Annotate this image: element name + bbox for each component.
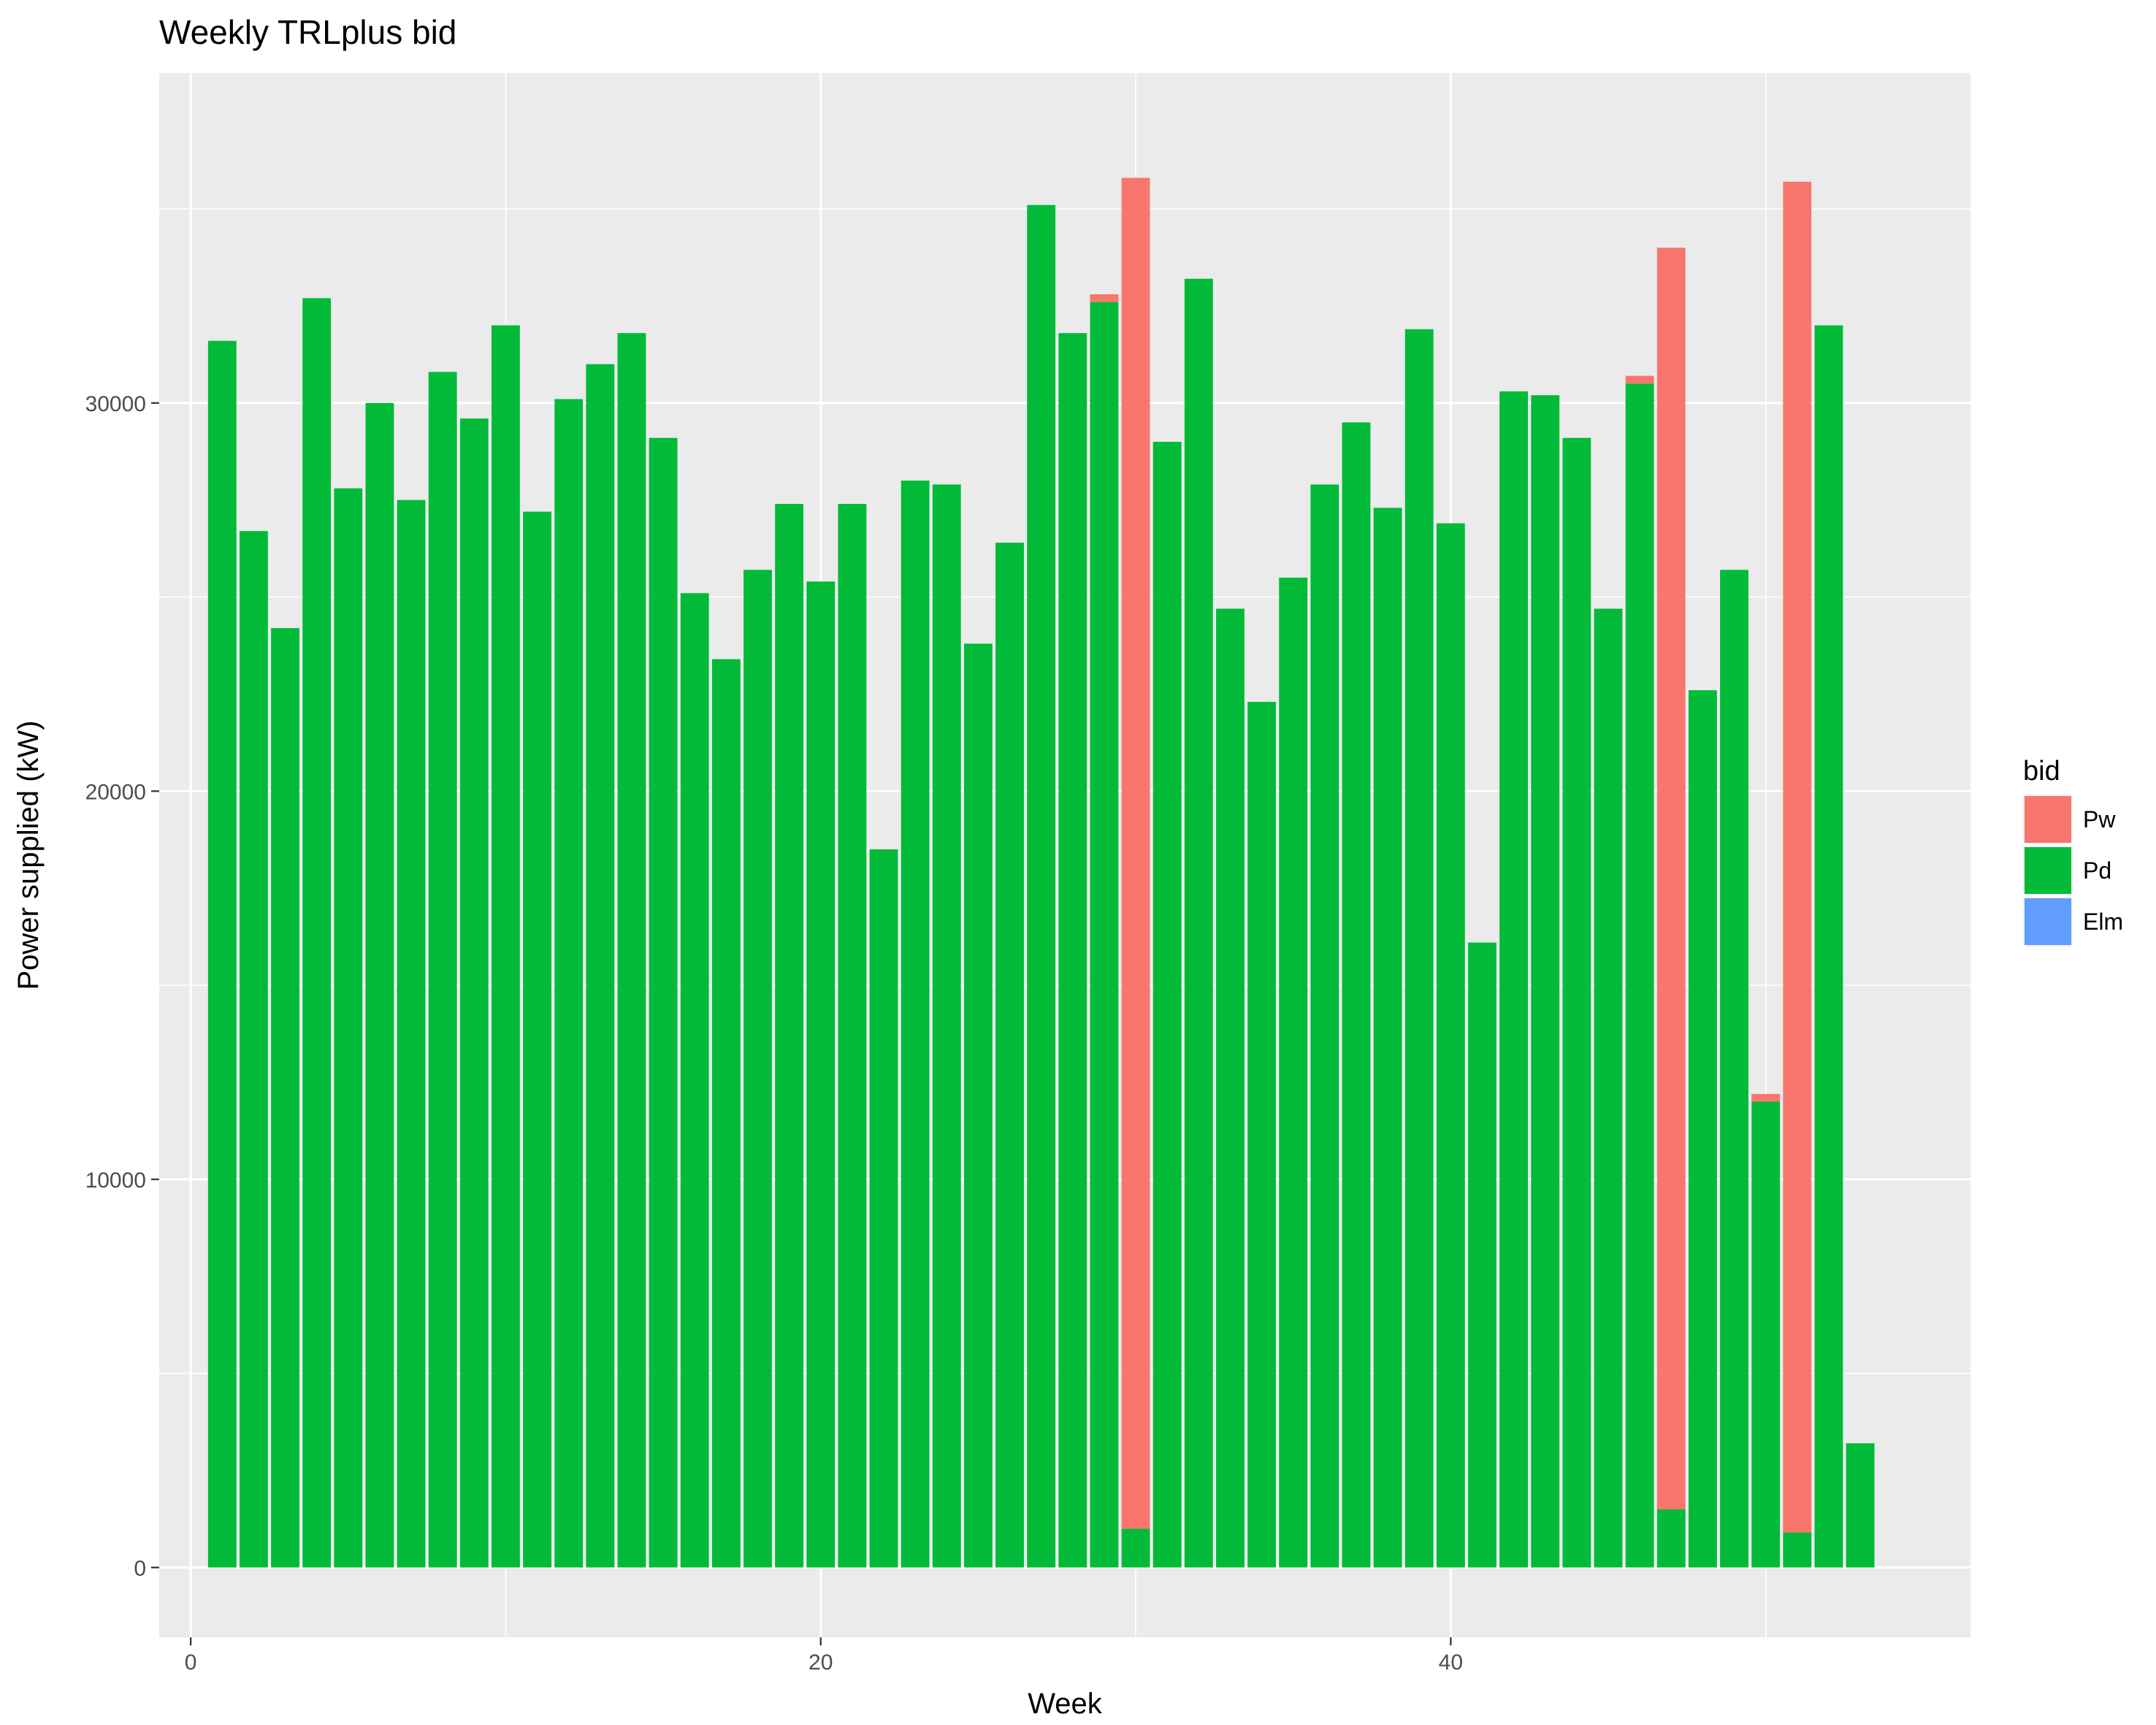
x-axis: 0 20 40 [185, 1637, 1463, 1675]
bar-pw-week-29 [1090, 294, 1119, 302]
x-tick-label: 20 [808, 1651, 833, 1675]
bar-pd-week-51 [1783, 1532, 1812, 1568]
bar-pd-week-16 [680, 593, 709, 1568]
bar-pw-week-30 [1121, 177, 1150, 1529]
legend-label-pw: Pw [2083, 806, 2116, 833]
bars [207, 177, 1875, 1568]
bar-pd-week-49 [1720, 570, 1748, 1568]
bar-pd-week-36 [1310, 484, 1339, 1568]
legend-swatch-elm [2025, 898, 2071, 945]
bar-pd-week-30 [1121, 1529, 1150, 1568]
legend-label-pd: Pd [2083, 857, 2111, 884]
bar-pd-week-13 [586, 364, 615, 1568]
bar-pd-week-21 [838, 503, 867, 1568]
bar-pd-week-8 [428, 372, 457, 1568]
bar-pd-week-5 [334, 488, 363, 1568]
y-tick-label: 30000 [85, 392, 146, 416]
y-tick-label: 20000 [85, 780, 146, 804]
bar-pd-week-47 [1656, 1509, 1686, 1568]
bar-pd-week-28 [1058, 333, 1087, 1568]
bar-pd-week-14 [617, 333, 646, 1568]
legend-swatch-pd [2025, 847, 2071, 894]
bar-pd-week-32 [1184, 278, 1213, 1568]
bar-pw-week-46 [1625, 375, 1654, 384]
legend-label-elm: Elm [2083, 909, 2123, 935]
bar-pd-week-4 [302, 298, 332, 1568]
bar-pd-week-1 [207, 340, 237, 1568]
bar-pd-week-33 [1216, 608, 1245, 1568]
bar-pd-week-53 [1846, 1443, 1875, 1568]
bar-pd-week-52 [1814, 325, 1843, 1568]
x-axis-title: Week [1028, 1688, 1103, 1720]
bar-pd-week-50 [1751, 1101, 1781, 1568]
bar-pd-week-31 [1152, 441, 1182, 1568]
bar-pd-week-34 [1247, 702, 1276, 1568]
bar-pd-week-40 [1436, 523, 1465, 1568]
bar-pd-week-43 [1531, 395, 1560, 1568]
bar-pd-week-45 [1594, 608, 1623, 1568]
x-tick-label: 0 [185, 1651, 197, 1675]
bar-pw-week-50 [1751, 1093, 1781, 1102]
bar-pd-week-3 [271, 628, 299, 1568]
bar-pw-week-51 [1783, 181, 1812, 1533]
bar-pd-week-39 [1404, 329, 1434, 1568]
bar-pd-week-27 [1027, 204, 1056, 1568]
y-axis: 0 10000 20000 30000 [85, 392, 159, 1580]
legend: bid Pw Pd Elm [2023, 756, 2123, 946]
bar-pd-week-46 [1625, 383, 1654, 1568]
bar-pd-week-23 [901, 481, 930, 1568]
bar-pd-week-12 [554, 399, 584, 1568]
bar-pd-week-7 [397, 500, 426, 1568]
bar-pd-week-35 [1279, 577, 1308, 1568]
y-tick-label: 0 [134, 1556, 146, 1580]
bar-pd-week-41 [1468, 942, 1496, 1568]
bar-pd-week-48 [1688, 690, 1717, 1568]
bar-pd-week-26 [995, 543, 1024, 1568]
bar-pd-week-18 [743, 570, 772, 1568]
bar-pd-week-38 [1373, 508, 1402, 1568]
bar-pd-week-10 [492, 325, 520, 1568]
y-tick-label: 10000 [85, 1169, 146, 1193]
bar-pd-week-17 [711, 659, 741, 1568]
bar-pd-week-19 [775, 503, 804, 1568]
chart-title: Weekly TRLplus bid [159, 13, 456, 51]
bar-pd-week-9 [459, 418, 489, 1568]
bar-pd-week-44 [1562, 437, 1591, 1568]
bar-pw-week-47 [1656, 248, 1686, 1510]
bar-pd-week-6 [365, 402, 394, 1568]
bar-pd-week-29 [1090, 302, 1119, 1568]
bar-pd-week-24 [932, 484, 961, 1568]
bar-pd-week-2 [239, 531, 268, 1568]
bar-pd-week-42 [1499, 391, 1529, 1568]
bar-pd-week-11 [523, 511, 551, 1568]
bar-pd-week-15 [649, 437, 678, 1568]
bar-pd-week-20 [806, 581, 836, 1568]
x-tick-label: 40 [1439, 1651, 1463, 1675]
bar-pd-week-25 [963, 643, 993, 1568]
bar-pd-week-22 [869, 849, 898, 1568]
legend-swatch-pw [2025, 796, 2071, 843]
bar-pd-week-37 [1342, 422, 1371, 1568]
y-axis-title: Power supplied (kW) [12, 720, 45, 990]
legend-title: bid [2023, 756, 2060, 787]
